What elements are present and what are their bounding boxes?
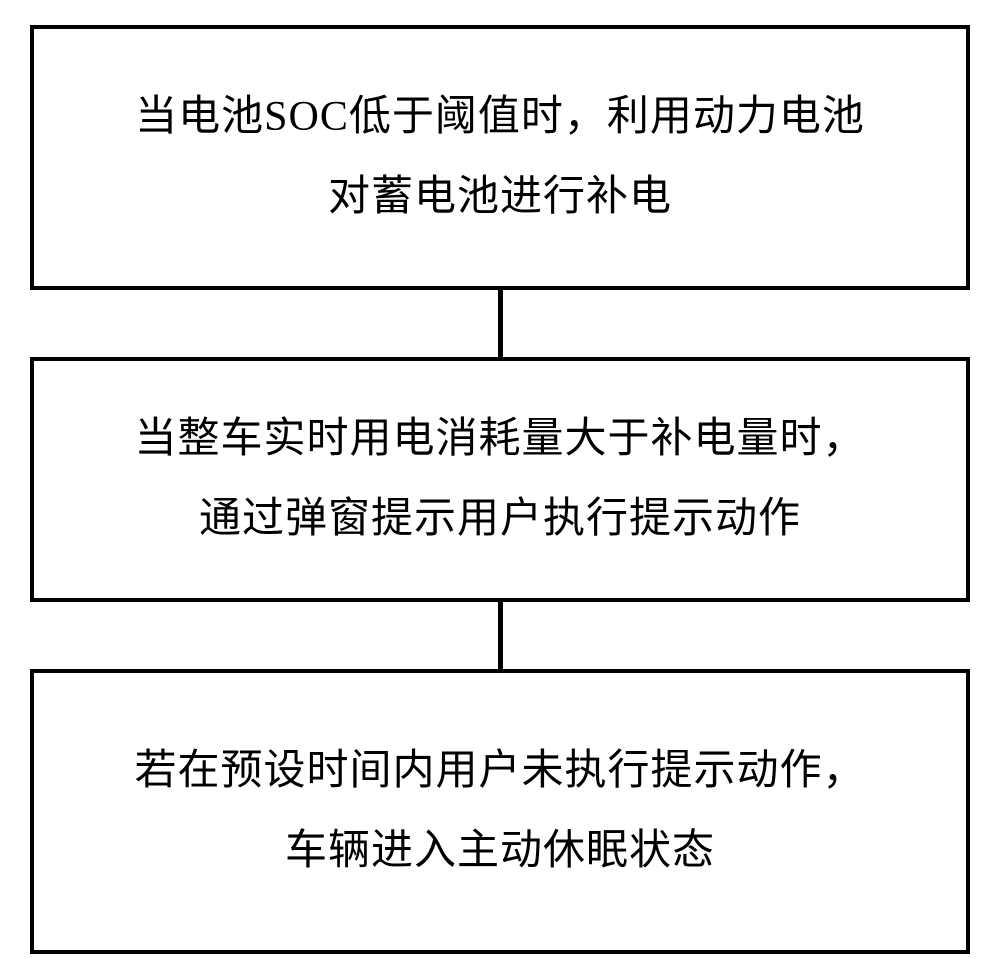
box-1-line-2: 对蓄电池进行补电 [328, 158, 672, 238]
box-3-line-2: 车辆进入主动休眠状态 [285, 812, 715, 892]
box-1-line-1: 当电池SOC低于阈值时，利用动力电池 [135, 78, 865, 158]
flowchart-box-2: 当整车实时用电消耗量大于补电量时， 通过弹窗提示用户执行提示动作 [30, 357, 970, 602]
flowchart-box-1: 当电池SOC低于阈值时，利用动力电池 对蓄电池进行补电 [30, 25, 970, 290]
box-2-line-1: 当整车实时用电消耗量大于补电量时， [134, 400, 865, 480]
connector-1-2 [498, 290, 503, 357]
box-2-line-2: 通过弹窗提示用户执行提示动作 [199, 480, 801, 560]
connector-2-3 [498, 602, 503, 669]
box-3-line-1: 若在预设时间内用户未执行提示动作， [134, 732, 865, 812]
flowchart-box-3: 若在预设时间内用户未执行提示动作， 车辆进入主动休眠状态 [30, 669, 970, 954]
